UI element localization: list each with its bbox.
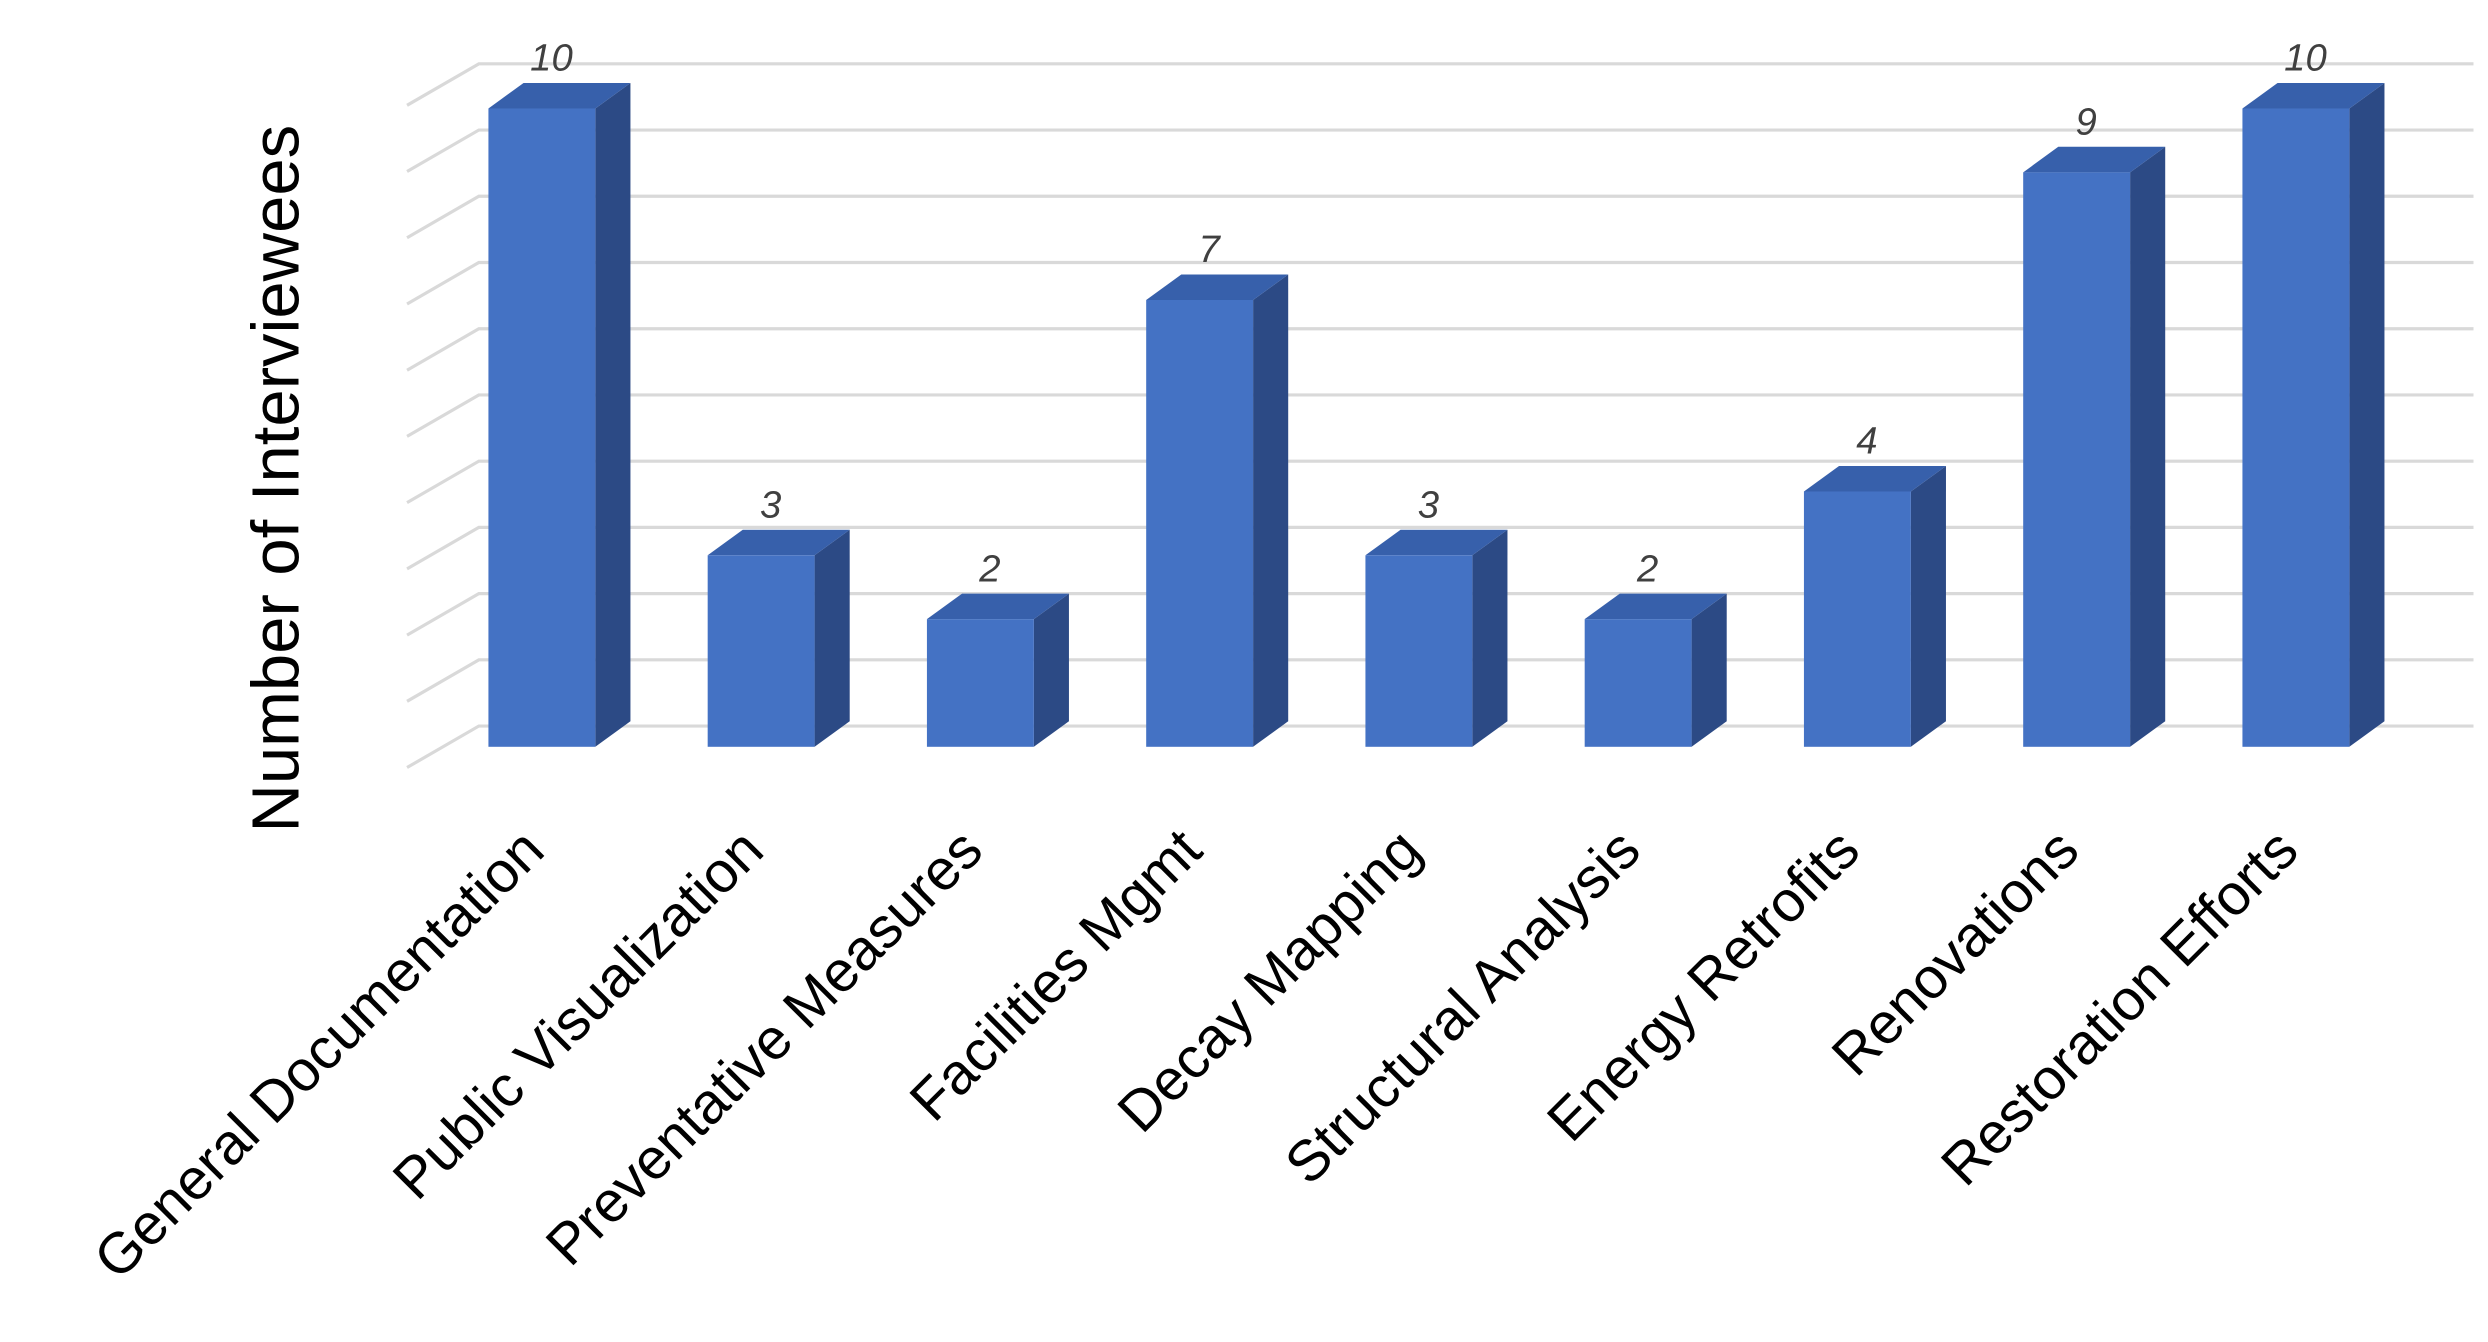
data-label: 9 [2076,101,2097,144]
bar-side [814,529,850,747]
bar [2023,172,2131,747]
bar-top [1584,593,1727,620]
data-label: 10 [2284,37,2327,80]
bar-top [1365,529,1508,556]
bar [707,555,815,747]
data-label: 4 [1856,420,1877,463]
grid-line [406,327,2474,372]
bar-top [1146,274,1289,300]
bar-top [488,82,631,109]
grid-line [406,128,2474,173]
data-label: 10 [530,37,573,80]
bar-side [2130,146,2166,747]
x-tick-label: Preventative Measures [534,817,995,1278]
bar-top [1803,465,1946,492]
grid-line [406,194,2474,240]
bar-side [1033,593,1069,747]
bar [488,108,596,747]
bar-side [1691,593,1727,747]
bar-side [595,82,631,747]
bar [926,619,1034,747]
bar-top [2023,146,2166,173]
bar-top [707,529,850,556]
bar-side [1253,274,1289,747]
grid-line [406,62,2474,107]
bar-side [1472,529,1508,747]
grid-line [406,260,2474,306]
bar [1584,619,1692,747]
y-axis-title: Number of Interviewees [239,125,314,833]
bar [1146,299,1254,747]
data-label: 3 [760,484,781,527]
grid-line [406,459,2474,505]
grid-line [406,393,2474,438]
x-tick-label: Public Visualization [381,817,775,1211]
bar-top [926,593,1069,620]
bar [2242,108,2350,747]
bar-side [2349,82,2385,747]
bar-top [2242,82,2385,109]
bar-side [1910,465,1946,747]
x-tick-label: Restoration Efforts [1929,817,2310,1198]
data-label: 2 [1636,547,1658,590]
bar [1365,555,1473,747]
x-tick-label: General Documentation [82,817,556,1291]
data-label: 7 [1199,228,1222,271]
bar [1803,491,1911,747]
data-label: 3 [1418,484,1439,527]
data-label: 2 [978,547,1000,590]
